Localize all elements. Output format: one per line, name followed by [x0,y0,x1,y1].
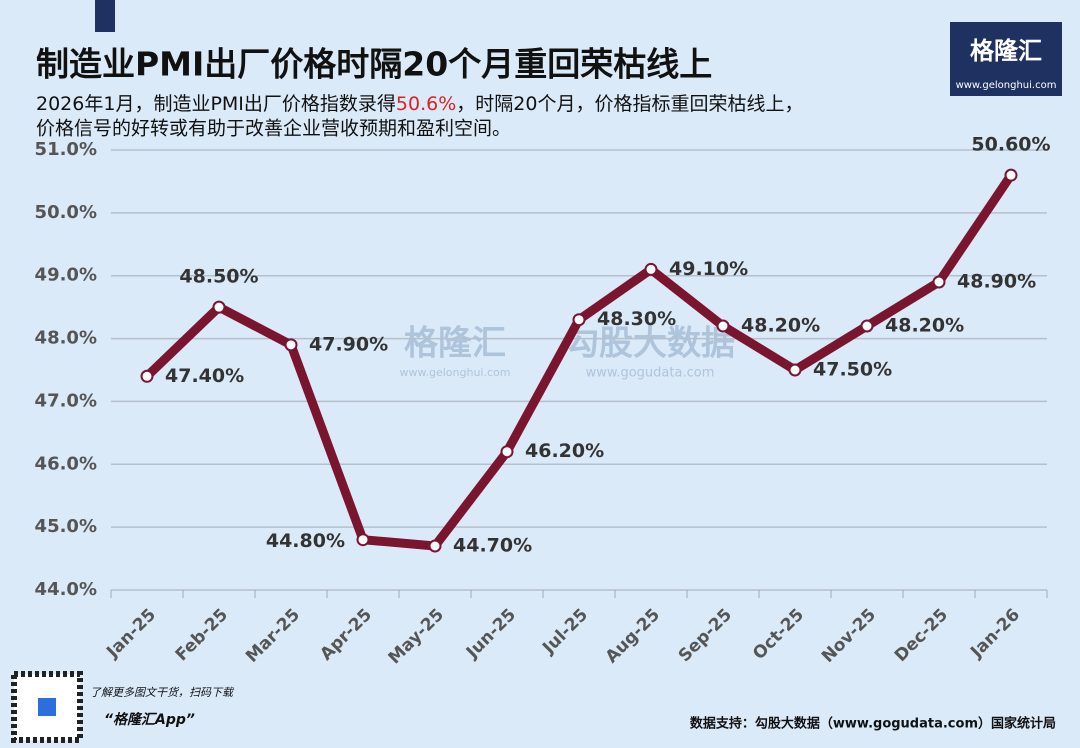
data-label: 47.90% [309,333,388,355]
point [716,319,730,333]
point [212,300,226,314]
y-tick-label: 44.0% [35,579,97,600]
point [284,338,298,352]
point [140,369,154,383]
data-label: 44.80% [266,530,345,552]
data-label: 50.60% [971,134,1050,156]
data-label: 48.30% [597,308,676,330]
point [1004,168,1018,182]
corner-block [95,0,115,32]
qr-logo [38,698,56,716]
subtitle: 2026年1月，制造业PMI出厂价格指数录得50.6%，时隔20个月，价格指标重… [36,93,803,115]
point [788,363,802,377]
chart-title: 制造业PMI出厂价格时隔20个月重回荣枯线上 [36,45,712,84]
y-tick-label: 46.0% [35,453,97,474]
watermark-text: 格隆汇 [404,324,506,364]
subtitle-part: 2026年1月，制造业PMI出厂价格指数录得 [36,93,396,115]
data-label: 49.10% [669,258,748,280]
data-label: 47.40% [165,365,244,387]
subtitle-highlight: 50.6% [396,93,456,115]
subtitle-part: ，时隔20个月，价格指标重回荣枯线上， [456,93,803,115]
point [932,275,946,289]
subtitle: 价格信号的好转或有助于改善企业营收预期和盈利空间。 [36,118,511,140]
data-label: 48.90% [957,271,1036,293]
y-tick-label: 45.0% [35,516,97,537]
point [644,262,658,276]
watermark-text: 勾股大数据 [565,324,735,364]
data-label: 47.50% [813,359,892,381]
point [428,539,442,553]
data-label: 48.20% [741,315,820,337]
point [860,319,874,333]
watermark-text: www.gogudata.com [586,366,715,381]
y-tick-label: 47.0% [35,390,97,411]
y-tick-label: 48.0% [35,328,97,349]
data-label: 48.20% [885,315,964,337]
watermark-text: www.gelonghui.com [400,366,511,379]
qr-note: 了解更多图文干货，扫码下载 [90,686,235,699]
source: 数据支持：勾股大数据（www.gogudata.com）国家统计局 [690,716,1056,732]
watermark: 格隆汇 www.gelonghui.com 勾股大数据 www.gogudata… [400,324,735,381]
logo-name: 格隆汇 [970,37,1042,65]
data-label: 44.70% [453,535,532,557]
logo-box [950,22,1062,96]
point [500,445,514,459]
y-tick-label: 51.0% [35,139,97,160]
point [356,533,370,547]
y-tick-label: 50.0% [35,202,97,223]
point [572,313,586,327]
data-label: 46.20% [525,440,604,462]
y-tick-label: 49.0% [35,265,97,286]
logo-url: www.gelonghui.com [956,80,1057,91]
data-label: 48.50% [179,266,258,288]
app-name: “格隆汇App” [104,711,195,728]
